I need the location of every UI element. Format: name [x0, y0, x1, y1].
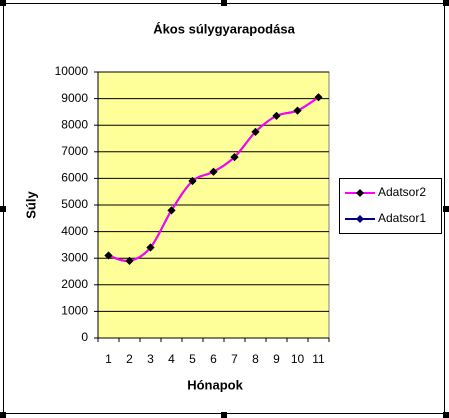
- marker: [230, 153, 239, 162]
- x-tick-label: 5: [189, 352, 196, 366]
- y-tick-label: 2000: [61, 277, 88, 291]
- x-tick-label: 1: [105, 352, 112, 366]
- marker: [272, 111, 281, 120]
- y-tick-label: 5000: [61, 197, 88, 211]
- legend-label: Adatsor1: [378, 211, 426, 225]
- x-tick-label: 8: [252, 352, 259, 366]
- legend-label: Adatsor2: [378, 185, 426, 199]
- y-tick-label: 4000: [61, 224, 88, 238]
- chart-title: Ákos súlygyarapodása: [153, 21, 295, 36]
- y-tick-label: 3000: [61, 250, 88, 264]
- legend-marker: [356, 189, 364, 197]
- x-tick-label: 7: [231, 352, 238, 366]
- marker: [104, 251, 113, 260]
- y-tick-label: 8000: [61, 117, 88, 131]
- legend-box: [339, 178, 442, 234]
- marker: [209, 167, 218, 176]
- x-tick-label: 3: [147, 352, 154, 366]
- y-tick-label: 6000: [61, 171, 88, 185]
- marker: [146, 243, 155, 252]
- y-axis-label: Súly: [23, 191, 38, 219]
- y-tick-label: 1000: [61, 304, 88, 318]
- y-tick-label: 0: [81, 330, 88, 344]
- x-tick-label: 6: [210, 352, 217, 366]
- marker: [188, 177, 197, 186]
- y-tick-label: 10000: [55, 64, 89, 78]
- x-tick-label: 2: [126, 352, 133, 366]
- x-tick-label: 11: [312, 352, 325, 366]
- y-tick-label: 7000: [61, 144, 88, 158]
- marker: [293, 106, 302, 115]
- x-axis-label: Hónapok: [187, 377, 243, 392]
- x-tick-label: 9: [273, 352, 280, 366]
- x-tick-label: 10: [291, 352, 305, 366]
- marker: [167, 206, 176, 215]
- y-tick-label: 9000: [61, 91, 88, 105]
- marker: [125, 256, 134, 265]
- x-tick-label: 4: [168, 352, 175, 366]
- marker: [314, 93, 323, 102]
- legend-marker: [356, 215, 364, 223]
- marker: [251, 127, 260, 136]
